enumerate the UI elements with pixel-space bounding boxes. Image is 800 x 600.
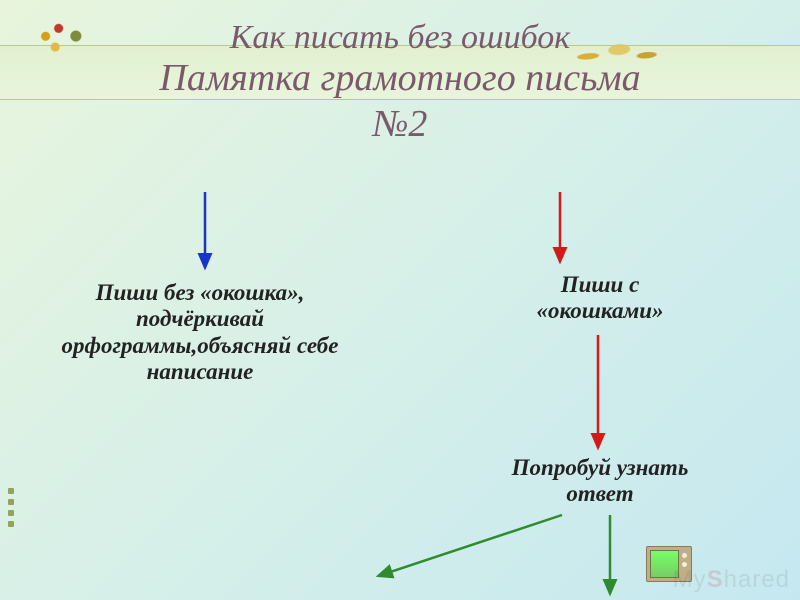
left-instruction-text: Пиши без «окошка», подчёркивай орфограмм… xyxy=(60,280,340,386)
title-line-2: Памятка грамотного письма xyxy=(0,57,800,101)
slide-title: Как писать без ошибок Памятка грамотного… xyxy=(0,18,800,146)
arrow-green-1 xyxy=(378,515,562,576)
title-line-3: №2 xyxy=(0,103,800,147)
title-line-1: Как писать без ошибок xyxy=(0,18,800,57)
slide: Как писать без ошибок Памятка грамотного… xyxy=(0,0,800,600)
slide-bullet-decoration xyxy=(8,483,28,532)
answer-instruction-text: Попробуй узнать ответ xyxy=(490,455,710,508)
watermark-text: MyShared xyxy=(673,566,790,593)
watermark: MyShared xyxy=(673,566,790,594)
right-instruction-text: Пиши с «окошками» xyxy=(510,272,690,325)
